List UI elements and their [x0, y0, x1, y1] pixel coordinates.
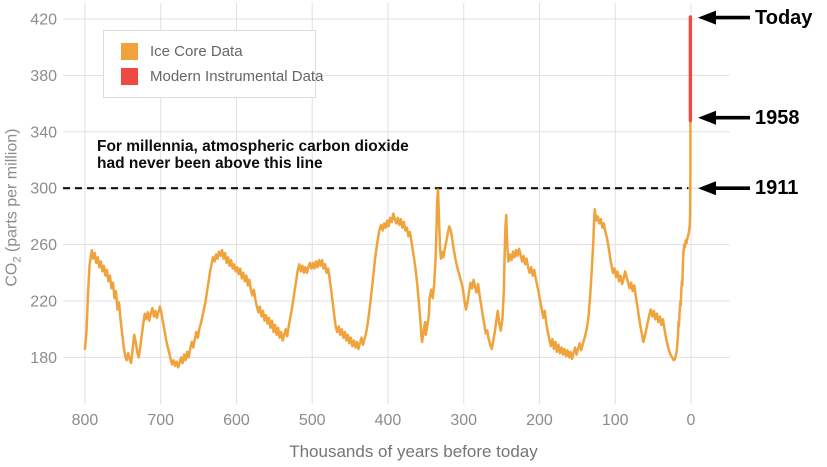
- x-tick-label: 300: [450, 412, 477, 429]
- threshold-annotation-line1: For millennia, atmospheric carbon dioxid…: [97, 138, 409, 155]
- ice-core-swatch-icon: [121, 43, 138, 60]
- x-tick-label: 100: [602, 412, 629, 429]
- y-tick-label: 380: [30, 68, 57, 85]
- arrow-label-today: Today: [755, 6, 813, 29]
- threshold-annotation-line2: had never been above this line: [97, 154, 323, 172]
- threshold-annotation: For millennia, atmospheric carbon dioxid…: [97, 138, 409, 172]
- y-axis-title: CO2 (parts per million): [3, 128, 24, 287]
- legend-label-modern: Modern Instrumental Data: [150, 68, 324, 85]
- legend-item-ice-core: Ice Core Data: [121, 39, 305, 64]
- annotation-arrow-head: [698, 110, 716, 125]
- legend: Ice Core Data Modern Instrumental Data: [103, 30, 323, 98]
- y-tick-label: 340: [30, 124, 57, 141]
- arrow-label-1911: 1911: [755, 177, 799, 200]
- x-tick-label: 700: [147, 412, 174, 429]
- x-tick-label: 600: [223, 412, 250, 429]
- x-tick-label: 800: [72, 412, 99, 429]
- legend-item-modern: Modern Instrumental Data: [121, 64, 323, 89]
- x-tick-label: 200: [526, 412, 553, 429]
- annotation-arrow-head: [698, 181, 716, 196]
- annotation-arrow-head: [698, 10, 716, 25]
- x-tick-label: 400: [375, 412, 402, 429]
- arrow-label-1958: 1958: [755, 106, 800, 129]
- ice-core-line: [83, 119, 692, 369]
- legend-label-ice-core: Ice Core Data: [150, 43, 243, 60]
- x-axis-title: Thousands of years before today: [289, 442, 538, 461]
- x-tick-label: 0: [687, 412, 696, 429]
- x-tick-label: 500: [299, 412, 326, 429]
- y-tick-label: 180: [30, 350, 57, 367]
- y-tick-label: 300: [30, 181, 57, 198]
- y-tick-label: 220: [30, 294, 57, 311]
- y-tick-label: 260: [30, 237, 57, 254]
- modern-swatch-icon: [121, 68, 138, 85]
- y-tick-label: 420: [30, 12, 57, 29]
